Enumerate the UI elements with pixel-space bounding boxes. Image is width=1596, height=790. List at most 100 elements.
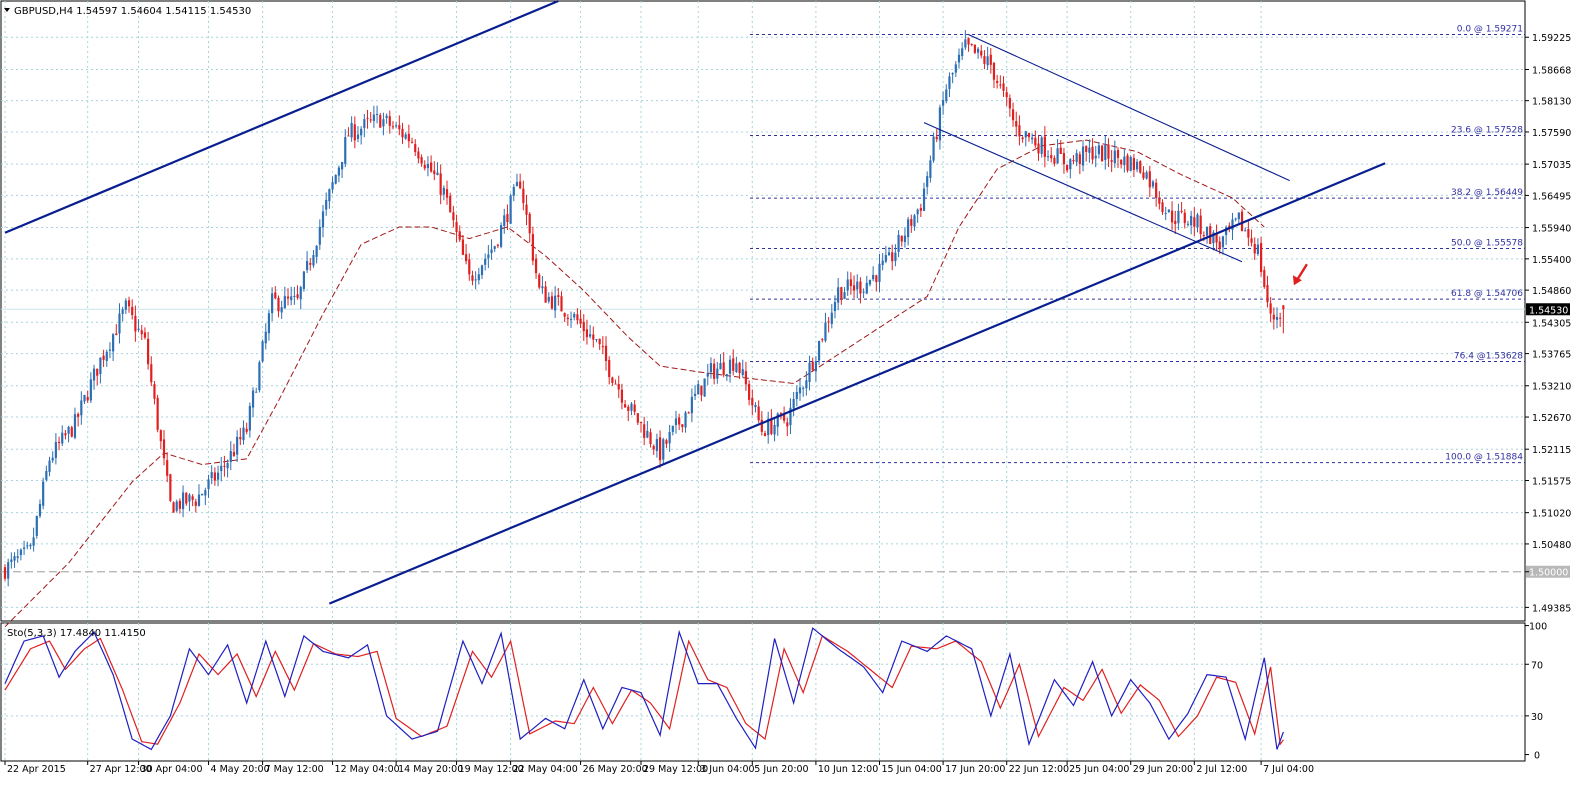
bullish-candle <box>395 125 398 127</box>
bearish-candle <box>534 258 538 274</box>
bearish-candle <box>900 235 903 242</box>
current-price-label: 1.54530 <box>1529 305 1568 316</box>
bearish-candle <box>423 164 426 169</box>
axes: 1.59225 1.58668 1.58130 1.57590 1.57035 1.564… <box>4 33 1571 775</box>
bearish-candle <box>636 413 639 423</box>
bearish-candle <box>1015 121 1018 127</box>
bullish-candle <box>789 407 792 426</box>
time-tick-label: 30 Apr 04:00 <box>141 764 203 775</box>
bearish-candle <box>1193 217 1196 227</box>
dropdown-triangle-icon[interactable] <box>4 8 10 12</box>
moving-average-line <box>4 139 1265 628</box>
bearish-candle <box>687 412 690 414</box>
level-price-label: 1.50000 <box>1529 568 1568 579</box>
bearish-candle <box>445 189 449 198</box>
bullish-candle <box>798 387 802 394</box>
bearish-candle <box>875 275 878 283</box>
bearish-candle <box>102 355 105 360</box>
bearish-candle <box>115 333 118 335</box>
bearish-candle <box>770 418 773 434</box>
bullish-candle <box>1167 209 1170 212</box>
bullish-candle <box>1256 244 1260 255</box>
bullish-candle <box>795 392 798 399</box>
bullish-candle <box>426 164 430 169</box>
fibonacci-label: 100.0 @ 1.51884 <box>1445 453 1523 463</box>
bullish-candle <box>865 282 868 294</box>
bearish-candle <box>407 133 410 142</box>
bullish-candle <box>862 291 865 293</box>
bearish-candle <box>1085 146 1088 152</box>
bearish-candle <box>410 141 414 143</box>
bullish-candle <box>1104 145 1107 160</box>
time-tick-label: 3 Jun 04:00 <box>700 764 754 775</box>
bearish-candle <box>652 445 655 450</box>
bullish-candle <box>961 48 964 57</box>
bearish-candle <box>277 297 280 312</box>
bearish-candle <box>658 437 662 461</box>
bullish-candle <box>10 559 13 562</box>
bearish-candle <box>391 126 395 128</box>
price-panel[interactable] <box>0 0 1526 622</box>
arrow-head <box>1292 275 1302 286</box>
bullish-candle <box>321 211 325 228</box>
bearish-candle <box>786 422 789 427</box>
trendlines <box>4 0 1386 605</box>
bearish-candle <box>1282 305 1285 310</box>
bullish-candle <box>16 556 19 558</box>
bullish-candle <box>48 460 51 472</box>
bullish-candle <box>662 439 665 460</box>
bearish-candle <box>1037 143 1040 154</box>
bullish-candle <box>7 562 10 579</box>
bullish-candle <box>814 361 817 372</box>
bearish-candle <box>891 252 894 262</box>
bullish-candle <box>1190 215 1193 226</box>
bullish-candle <box>26 545 29 547</box>
price-tick-label: 1.49385 <box>1532 603 1571 614</box>
bearish-candle <box>286 296 290 299</box>
bullish-candle <box>1234 218 1237 220</box>
bullish-candle <box>1177 210 1180 224</box>
bullish-candle <box>951 73 954 75</box>
moving-average <box>4 139 1265 628</box>
bullish-candle <box>897 234 900 252</box>
bullish-candle <box>884 254 887 262</box>
bearish-candle <box>465 254 468 262</box>
bearish-candle <box>140 330 143 335</box>
bearish-candle <box>557 295 560 297</box>
bullish-candle <box>830 312 833 324</box>
bearish-candle <box>544 286 547 303</box>
bullish-candle <box>51 457 54 461</box>
bullish-candle <box>868 279 872 285</box>
bullish-candle <box>54 442 57 458</box>
bearish-candle <box>194 501 197 506</box>
bullish-candle <box>916 209 919 215</box>
bullish-candle <box>926 176 929 187</box>
bearish-candle <box>169 474 172 501</box>
stochastic-panel[interactable] <box>0 622 1526 762</box>
bullish-candle <box>99 357 102 375</box>
bullish-candle <box>1031 137 1034 140</box>
bullish-candle <box>1205 226 1209 236</box>
bearish-candle <box>1116 150 1120 158</box>
bearish-candle <box>172 502 175 513</box>
bearish-candle <box>1142 172 1145 179</box>
bearish-candle <box>1062 152 1066 165</box>
bullish-candle <box>1094 155 1097 159</box>
bullish-candle <box>709 363 713 373</box>
bullish-candle <box>204 490 207 496</box>
bullish-candle <box>802 387 805 389</box>
bullish-candle <box>210 472 213 479</box>
bearish-candle <box>3 567 7 579</box>
bullish-candle <box>89 379 92 401</box>
bullish-candle <box>569 318 573 321</box>
bearish-candle <box>1161 202 1164 213</box>
price-tick-label: 1.50480 <box>1532 540 1571 551</box>
time-tick-label: 22 Jun 12:00 <box>1009 764 1069 775</box>
bearish-candle <box>827 321 830 323</box>
bearish-candle <box>366 117 369 119</box>
bearish-candle <box>420 157 423 164</box>
price-tick-label: 1.54860 <box>1532 286 1571 297</box>
bearish-candle <box>417 151 420 159</box>
bearish-candle <box>633 404 636 412</box>
